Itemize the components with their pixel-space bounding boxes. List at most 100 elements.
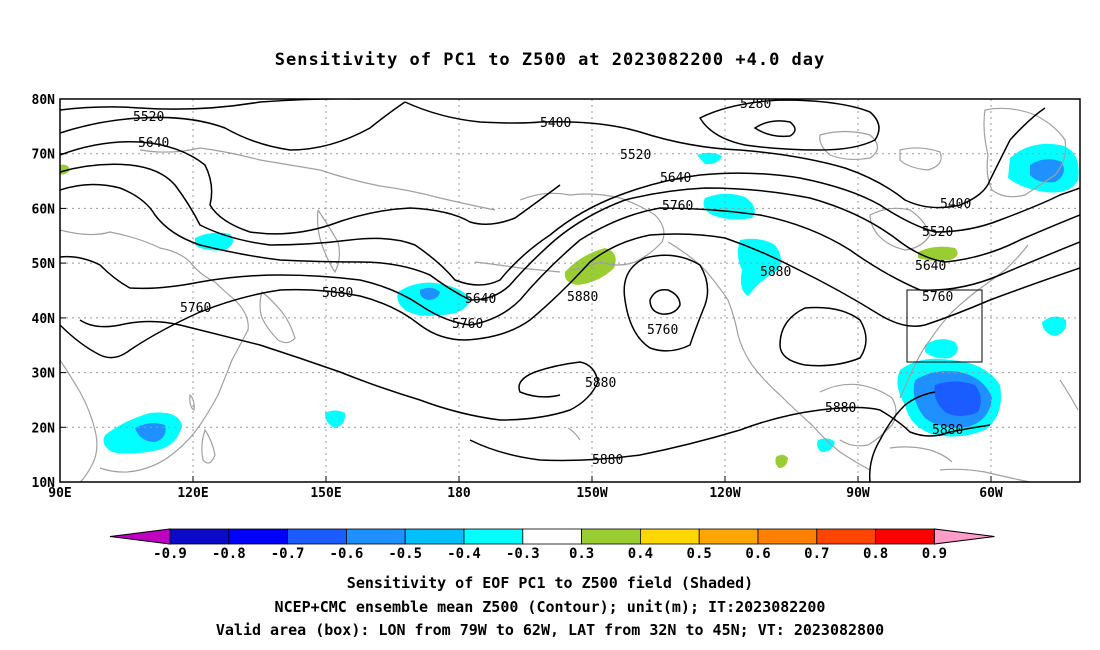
- contour-label: 5880: [932, 423, 963, 438]
- colorbar-tick-label: -0.5: [388, 546, 422, 562]
- lon-label: 120E: [177, 486, 208, 501]
- colorbar-tick-label: -0.6: [330, 546, 364, 562]
- contour-label: 5400: [940, 197, 971, 212]
- coast-arctic-islands: [819, 130, 879, 161]
- contour-label: 5760: [662, 199, 693, 214]
- contour-label: 5400: [540, 116, 571, 131]
- lat-label: 20N: [32, 421, 56, 436]
- colorbar-tick-label: 0.6: [745, 546, 770, 562]
- shade-neg-arctic-east-core: [1030, 159, 1064, 183]
- colorbar-left-arrow: [109, 528, 171, 545]
- coast-kamchatka: [316, 209, 341, 274]
- contour-5880-south-long: [469, 406, 991, 462]
- lat-label: 70N: [32, 148, 56, 163]
- lon-label: 60W: [979, 486, 1003, 501]
- map-title: Sensitivity of PC1 to Z500 at 2023082200…: [274, 50, 826, 70]
- contour-5880-closed-east: [779, 306, 867, 367]
- colorbar-tick-label: 0.7: [804, 546, 829, 562]
- colorbar-segment: [522, 528, 582, 545]
- coast-hawaii: [567, 427, 581, 441]
- contour-label: 5880: [592, 453, 623, 468]
- contour-label: 5640: [915, 259, 946, 274]
- contour-5520-west: [60, 101, 406, 151]
- contour-label: 5880: [825, 401, 856, 416]
- shade-neg-carib-core: [934, 381, 981, 416]
- contour-5880-upper: [60, 233, 1080, 359]
- lon-label: 150W: [576, 486, 607, 501]
- colorbar-segment: [875, 528, 935, 545]
- contour-5760-closed: [623, 254, 709, 352]
- contour-5760-mid: [60, 207, 1080, 326]
- coast-africa-west: [1059, 379, 1079, 411]
- contour-5280-closed-north: [698, 99, 880, 151]
- lon-label: 90W: [846, 486, 870, 501]
- contour-label: 5520: [620, 148, 651, 163]
- lat-label: 60N: [32, 202, 56, 217]
- coast-siberia-north: [139, 147, 496, 211]
- shade-neg-atl-small: [1042, 316, 1067, 336]
- caption-shading: Sensitivity of EOF PC1 to Z500 field (Sh…: [346, 574, 754, 592]
- contour-label: 5880: [585, 376, 616, 391]
- colorbar-tick-label: -0.8: [212, 546, 246, 562]
- plot-frame: [59, 98, 1081, 483]
- shade-neg-canada-west: [737, 238, 781, 296]
- coast-taiwan: [189, 393, 195, 412]
- colorbar-tick-label: 0.5: [687, 546, 712, 562]
- coast-japan: [259, 290, 296, 344]
- contour-label: 5880: [567, 290, 598, 305]
- lat-label: 80N: [32, 93, 56, 108]
- lat-label: 10N: [32, 476, 56, 491]
- coast-hudson: [869, 207, 931, 251]
- coast-philippines: [201, 428, 216, 464]
- colorbar-segment: [581, 528, 641, 545]
- axis-ticks: [60, 98, 992, 482]
- colorbar-tick-label: 0.8: [863, 546, 888, 562]
- coast-na-east: [899, 244, 1029, 399]
- shade-neg-ne-coast: [925, 339, 958, 359]
- colorbar-tick-label: -0.3: [506, 546, 540, 562]
- coast-na-west: [667, 241, 871, 471]
- lat-label: 40N: [32, 312, 56, 327]
- colorbar-tick-label: 0.4: [628, 546, 653, 562]
- valid-area-box: [906, 289, 983, 363]
- colorbar-right-arrow: [933, 528, 995, 545]
- contour-label: 5520: [133, 110, 164, 125]
- lon-label: 180: [447, 486, 471, 501]
- coast-cuba: [889, 446, 953, 463]
- contour-5640-west: [60, 141, 561, 235]
- lon-labels: 90E 120E 150E 180 150W 120W 90W 60W: [48, 486, 1003, 501]
- lon-label: 150E: [310, 486, 341, 501]
- contour-label: 5880: [322, 286, 353, 301]
- contour-label: 5760: [452, 317, 483, 332]
- coast-alaska: [519, 192, 665, 271]
- shade-neg-pac-small: [325, 410, 346, 428]
- coast-aleutians: [474, 261, 561, 273]
- lon-label: 90E: [48, 486, 71, 501]
- colorbar-segment: [816, 528, 876, 545]
- contour-label: 5640: [660, 171, 691, 186]
- contour-5400-upper: [404, 101, 1046, 209]
- sensitivity-shading: [60, 143, 1079, 468]
- coast-asia-east: [60, 229, 249, 473]
- colorbar-segment: [228, 528, 289, 545]
- colorbar-segment: [345, 528, 406, 545]
- contour-closed-small: [753, 120, 796, 138]
- lat-labels: 80N 70N 60N 50N 40N 30N 20N 10N: [32, 93, 56, 491]
- colorbar-segment: [698, 528, 759, 545]
- contour-closed-inner-5760: [649, 288, 681, 315]
- contour-label: 5880: [760, 265, 791, 280]
- contour-label: 5640: [138, 136, 169, 151]
- colorbar-tick-label: -0.9: [153, 546, 187, 562]
- shade-neg-nw-pacific: [397, 282, 470, 316]
- contour-label: 5280: [740, 97, 771, 112]
- caption-contour: NCEP+CMC ensemble mean Z500 (Contour); u…: [274, 598, 826, 616]
- shade-neg-scs-core: [135, 423, 166, 442]
- colorbar-tick-label: 0.9: [922, 546, 947, 562]
- z500-contours: [60, 99, 1080, 482]
- shade-pos-mexico: [775, 454, 788, 468]
- coast-indochina: [60, 359, 98, 482]
- coast-greenland: [983, 107, 1067, 198]
- colorbar-segment: [757, 528, 818, 545]
- contour-label: 5760: [922, 290, 953, 305]
